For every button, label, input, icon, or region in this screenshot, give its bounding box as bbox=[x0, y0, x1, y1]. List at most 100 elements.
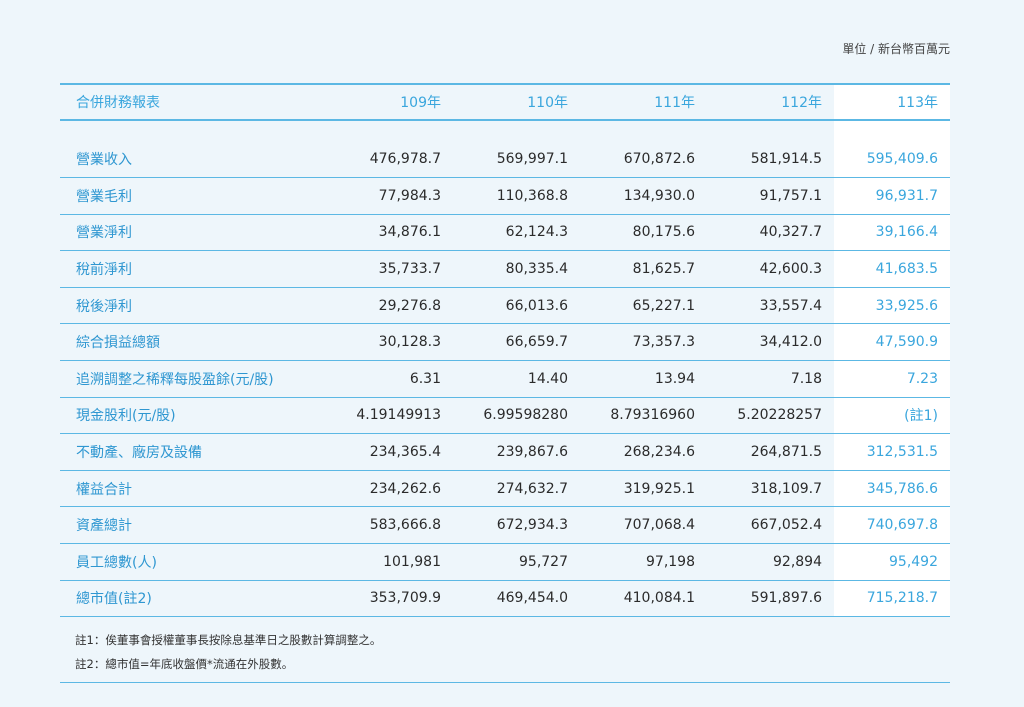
table-row: 員工總數(人) 101,981 95,727 97,198 92,894 95,492 bbox=[60, 543, 950, 581]
bottom-divider bbox=[60, 682, 950, 683]
row-value: 73,357.3 bbox=[580, 323, 707, 362]
row-value: 6.99598280 bbox=[453, 397, 580, 435]
row-label: 權益合計 bbox=[60, 470, 326, 508]
row-value: 7.23 bbox=[834, 360, 950, 398]
row-value: 134,930.0 bbox=[580, 177, 707, 215]
row-label: 資產總計 bbox=[60, 506, 326, 545]
row-label: 現金股利(元/股) bbox=[60, 397, 326, 435]
row-value: 740,697.8 bbox=[834, 506, 950, 545]
footnotes: 註1：俟董事會授權董事長按除息基準日之股數計算調整之。 註2：總市值=年底收盤價… bbox=[75, 628, 381, 676]
table-row: 總市值(註2) 353,709.9 469,454.0 410,084.1 591,89… bbox=[60, 580, 950, 618]
row-value: 97,198 bbox=[580, 543, 707, 581]
row-value: 239,867.6 bbox=[453, 433, 580, 471]
row-value: 14.40 bbox=[453, 360, 580, 398]
financial-table-container: 合併財務報表 109年 110年 111年 112年 113年 營業收入 476,… bbox=[60, 83, 950, 618]
row-value: 410,084.1 bbox=[580, 580, 707, 618]
row-value: 345,786.6 bbox=[834, 470, 950, 508]
spacer-row bbox=[60, 120, 950, 141]
row-value: 33,925.6 bbox=[834, 287, 950, 325]
row-value: 81,625.7 bbox=[580, 250, 707, 288]
row-label: 稅後淨利 bbox=[60, 287, 326, 325]
row-value: 80,335.4 bbox=[453, 250, 580, 288]
row-value: 80,175.6 bbox=[580, 214, 707, 252]
row-value: 476,978.7 bbox=[326, 141, 453, 179]
table-row: 營業淨利 34,876.1 62,124.3 80,175.6 40,327.7 39,1… bbox=[60, 214, 950, 252]
row-label: 稅前淨利 bbox=[60, 250, 326, 288]
row-label: 營業毛利 bbox=[60, 177, 326, 215]
row-value: 34,876.1 bbox=[326, 214, 453, 252]
row-value: 715,218.7 bbox=[834, 580, 950, 618]
table-row: 權益合計 234,262.6 274,632.7 319,925.1 318,109.7… bbox=[60, 470, 950, 508]
row-value: 581,914.5 bbox=[707, 141, 834, 179]
table-row: 追溯調整之稀釋每股盈餘(元/股) 6.31 14.40 13.94 7.18 7.23 bbox=[60, 360, 950, 398]
row-value: 318,109.7 bbox=[707, 470, 834, 508]
header-year-109: 109年 bbox=[326, 83, 453, 121]
row-value: 274,632.7 bbox=[453, 470, 580, 508]
header-year-110: 110年 bbox=[453, 83, 580, 121]
row-value: 66,659.7 bbox=[453, 323, 580, 362]
row-value: 33,557.4 bbox=[707, 287, 834, 325]
row-value: 268,234.6 bbox=[580, 433, 707, 471]
row-value: (註1) bbox=[834, 397, 950, 435]
row-value: 92,894 bbox=[707, 543, 834, 581]
row-label: 總市值(註2) bbox=[60, 580, 326, 618]
row-label: 綜合損益總額 bbox=[60, 323, 326, 362]
row-value: 469,454.0 bbox=[453, 580, 580, 618]
row-label: 追溯調整之稀釋每股盈餘(元/股) bbox=[60, 360, 326, 398]
row-value: 583,666.8 bbox=[326, 506, 453, 545]
table-row: 稅後淨利 29,276.8 66,013.6 65,227.1 33,557.4 33,9… bbox=[60, 287, 950, 325]
row-label: 營業收入 bbox=[60, 141, 326, 179]
row-value: 6.31 bbox=[326, 360, 453, 398]
row-value: 4.19149913 bbox=[326, 397, 453, 435]
row-value: 39,166.4 bbox=[834, 214, 950, 252]
row-value: 66,013.6 bbox=[453, 287, 580, 325]
row-value: 62,124.3 bbox=[453, 214, 580, 252]
table-row: 不動產、廠房及設備 234,365.4 239,867.6 268,234.6 264,… bbox=[60, 433, 950, 471]
row-value: 5.20228257 bbox=[707, 397, 834, 435]
row-value: 110,368.8 bbox=[453, 177, 580, 215]
row-value: 569,997.1 bbox=[453, 141, 580, 179]
row-value: 312,531.5 bbox=[834, 433, 950, 471]
row-value: 34,412.0 bbox=[707, 323, 834, 362]
row-value: 47,590.9 bbox=[834, 323, 950, 362]
table-row: 綜合損益總額 30,128.3 66,659.7 73,357.3 34,412.0 47… bbox=[60, 323, 950, 362]
row-value: 353,709.9 bbox=[326, 580, 453, 618]
row-value: 595,409.6 bbox=[834, 141, 950, 179]
table-row: 營業收入 476,978.7 569,997.1 670,872.6 581,914.5… bbox=[60, 141, 950, 179]
row-value: 101,981 bbox=[326, 543, 453, 581]
row-value: 91,757.1 bbox=[707, 177, 834, 215]
row-value: 264,871.5 bbox=[707, 433, 834, 471]
row-label: 不動產、廠房及設備 bbox=[60, 433, 326, 471]
row-value: 95,727 bbox=[453, 543, 580, 581]
row-value: 707,068.4 bbox=[580, 506, 707, 545]
row-value: 29,276.8 bbox=[326, 287, 453, 325]
table-row: 營業毛利 77,984.3 110,368.8 134,930.0 91,757.1 96… bbox=[60, 177, 950, 215]
footnote-2: 註2：總市值=年底收盤價*流通在外股數。 bbox=[75, 657, 294, 671]
header-title: 合併財務報表 bbox=[60, 83, 326, 121]
row-value: 95,492 bbox=[834, 543, 950, 581]
row-value: 41,683.5 bbox=[834, 250, 950, 288]
financial-table: 合併財務報表 109年 110年 111年 112年 113年 營業收入 476,… bbox=[60, 83, 950, 618]
row-value: 672,934.3 bbox=[453, 506, 580, 545]
header-year-112: 112年 bbox=[707, 83, 834, 121]
row-value: 234,262.6 bbox=[326, 470, 453, 508]
row-value: 319,925.1 bbox=[580, 470, 707, 508]
row-label: 員工總數(人) bbox=[60, 543, 326, 581]
row-value: 65,227.1 bbox=[580, 287, 707, 325]
table-row: 稅前淨利 35,733.7 80,335.4 81,625.7 42,600.3 41,6… bbox=[60, 250, 950, 288]
row-value: 42,600.3 bbox=[707, 250, 834, 288]
row-value: 234,365.4 bbox=[326, 433, 453, 471]
row-value: 670,872.6 bbox=[580, 141, 707, 179]
row-value: 77,984.3 bbox=[326, 177, 453, 215]
table-header-row: 合併財務報表 109年 110年 111年 112年 113年 bbox=[60, 83, 950, 121]
table-row: 現金股利(元/股) 4.19149913 6.99598280 8.79316960 5… bbox=[60, 397, 950, 435]
row-value: 13.94 bbox=[580, 360, 707, 398]
row-value: 96,931.7 bbox=[834, 177, 950, 215]
header-year-111: 111年 bbox=[580, 83, 707, 121]
row-value: 8.79316960 bbox=[580, 397, 707, 435]
row-value: 7.18 bbox=[707, 360, 834, 398]
row-value: 667,052.4 bbox=[707, 506, 834, 545]
footnote-1: 註1：俟董事會授權董事長按除息基準日之股數計算調整之。 bbox=[75, 633, 382, 647]
row-value: 40,327.7 bbox=[707, 214, 834, 252]
table-row: 資產總計 583,666.8 672,934.3 707,068.4 667,052.4… bbox=[60, 506, 950, 545]
